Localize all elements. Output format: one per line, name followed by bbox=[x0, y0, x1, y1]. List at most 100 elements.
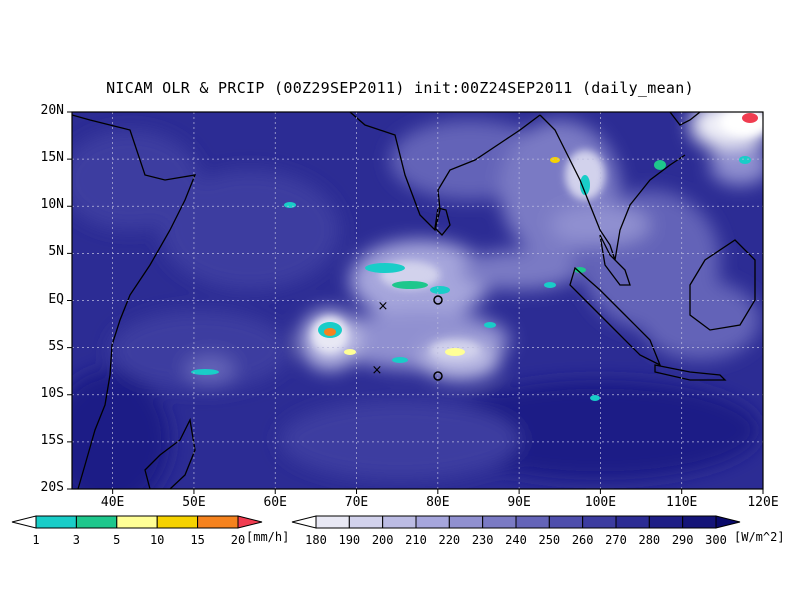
colorbar-label: 10 bbox=[149, 533, 165, 547]
coastline-africa-arabia bbox=[72, 114, 197, 489]
colorbar-swatch bbox=[615, 515, 650, 529]
map-title: NICAM OLR & PRCIP (00Z29SEP2011) init:00… bbox=[106, 79, 694, 97]
lat-label: 20S bbox=[40, 480, 64, 495]
precip-patch bbox=[365, 263, 405, 273]
coastline-north-east bbox=[669, 112, 701, 126]
colorbar-label: 200 bbox=[371, 533, 394, 547]
lon-label: 120E bbox=[747, 495, 779, 510]
colorbar-label: 230 bbox=[471, 533, 494, 547]
coastline-india bbox=[349, 112, 541, 232]
lat-label: 20N bbox=[40, 103, 64, 118]
precip-patch bbox=[544, 282, 556, 288]
olr-colorbar bbox=[291, 515, 741, 529]
lat-label: 15N bbox=[40, 150, 64, 166]
precip-patch bbox=[739, 156, 751, 164]
colorbar-label: 180 bbox=[305, 533, 327, 547]
colorbar-swatch bbox=[35, 515, 77, 529]
precip-colorbar bbox=[11, 515, 263, 529]
circle-marker bbox=[433, 371, 443, 381]
axis-ticks bbox=[67, 111, 764, 494]
colorbar-label: 260 bbox=[571, 533, 594, 547]
map-plot-area: × × bbox=[72, 112, 763, 489]
precip-unit: [mm/h] bbox=[246, 530, 290, 544]
colorbar-label: 3 bbox=[72, 533, 80, 547]
precip-patch bbox=[324, 328, 336, 336]
coastline-indochina bbox=[539, 114, 686, 261]
colorbar-high-arrow bbox=[715, 515, 741, 529]
precip-patch bbox=[742, 113, 758, 123]
lat-label: 10S bbox=[40, 385, 64, 401]
lat-label: 15S bbox=[40, 432, 64, 448]
colorbar-label: 220 bbox=[438, 533, 461, 547]
colorbar-low-arrow bbox=[11, 515, 37, 529]
storm-markers: × × bbox=[372, 295, 443, 381]
lon-label: 40E bbox=[100, 495, 125, 510]
colorbar-label: 190 bbox=[338, 533, 361, 547]
colorbar-swatch bbox=[682, 515, 717, 529]
colorbar-label: 20 bbox=[230, 533, 246, 547]
circle-marker bbox=[433, 295, 443, 305]
lat-label: 5S bbox=[48, 338, 64, 354]
precip-patch bbox=[344, 349, 356, 355]
colorbar-label: 270 bbox=[605, 533, 627, 547]
precip-patch bbox=[654, 160, 666, 170]
colorbar-low-arrow bbox=[291, 515, 317, 529]
precip-patch bbox=[430, 286, 450, 294]
cross-marker: × bbox=[372, 363, 383, 378]
colorbar-label: 15 bbox=[190, 533, 205, 547]
colorbar-swatch bbox=[548, 515, 584, 529]
colorbar-swatch bbox=[448, 515, 484, 529]
colorbar-swatch bbox=[648, 515, 684, 529]
precip-patch bbox=[445, 348, 465, 356]
colorbar-label: 290 bbox=[671, 533, 694, 547]
colorbar-swatch bbox=[348, 515, 384, 529]
colorbar-label: 280 bbox=[638, 533, 661, 547]
precip-patch bbox=[580, 175, 590, 195]
colorbar-label: 5 bbox=[113, 533, 121, 547]
cross-marker: × bbox=[378, 299, 389, 314]
colorbar-swatch bbox=[515, 515, 550, 529]
precip-patch bbox=[284, 202, 296, 208]
lat-label: EQ bbox=[48, 291, 64, 307]
lon-label: 90E bbox=[507, 495, 531, 510]
lat-label: 10N bbox=[40, 197, 64, 213]
colorbar-swatch bbox=[75, 515, 118, 529]
coastline-madagascar bbox=[144, 417, 196, 489]
colorbar-swatch bbox=[482, 515, 517, 529]
colorbar-swatch bbox=[116, 515, 158, 529]
lon-label: 80E bbox=[426, 495, 450, 510]
colorbar-label: 210 bbox=[405, 533, 427, 547]
lon-label: 70E bbox=[344, 495, 369, 510]
lon-label: 60E bbox=[263, 495, 287, 510]
precip-patch bbox=[191, 369, 219, 375]
lat-label: 5N bbox=[48, 244, 64, 260]
colorbar-label: 250 bbox=[538, 533, 561, 547]
coastlines bbox=[72, 112, 756, 489]
precip-patch bbox=[590, 395, 600, 401]
coastline-java bbox=[654, 364, 727, 381]
colorbar-high-arrow bbox=[237, 515, 263, 529]
colorbar-swatch bbox=[382, 515, 417, 529]
precip-patch bbox=[574, 267, 586, 273]
colorbar-label: 300 bbox=[705, 533, 727, 547]
colorbar-swatch bbox=[582, 515, 617, 529]
coastline-srilanka bbox=[434, 207, 451, 236]
precip-patch bbox=[392, 357, 408, 363]
lon-label: 100E bbox=[584, 495, 617, 510]
lon-label: 50E bbox=[182, 495, 206, 510]
coastline-sumatra bbox=[569, 266, 662, 367]
precip-patch bbox=[550, 157, 560, 163]
coastline-borneo bbox=[689, 239, 756, 331]
colorbar-swatch bbox=[315, 515, 350, 529]
olr-unit: [W/m^2] bbox=[734, 530, 785, 544]
colorbar-swatch bbox=[197, 515, 239, 529]
precip-patch bbox=[484, 322, 496, 328]
colorbar-swatch bbox=[415, 515, 450, 529]
colorbar-label: 1 bbox=[32, 533, 40, 547]
colorbar-label: 240 bbox=[505, 533, 527, 547]
lon-label: 110E bbox=[666, 495, 698, 510]
coastline-malay bbox=[599, 234, 631, 286]
graticule bbox=[72, 112, 763, 489]
precip-patch bbox=[392, 281, 428, 289]
